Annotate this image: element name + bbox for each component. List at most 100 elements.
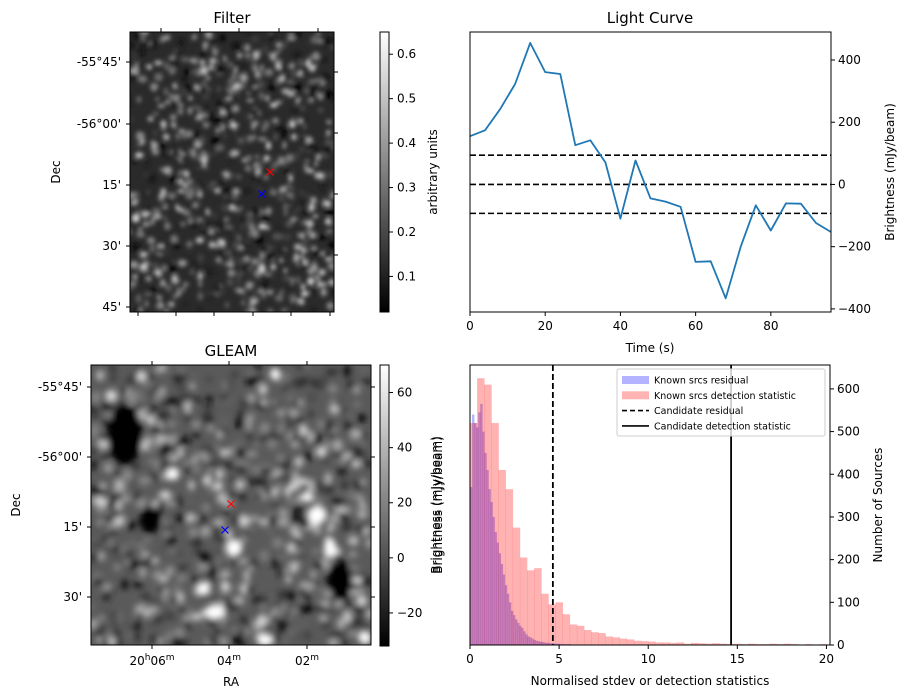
dark-region (140, 506, 160, 534)
texture-blob (275, 58, 282, 64)
ra-minutes: 02 (295, 654, 310, 668)
texture-blob (191, 573, 199, 585)
texture-blob (163, 70, 167, 75)
texture-blob (288, 90, 296, 97)
texture-blob (208, 113, 213, 120)
histogram-bar (510, 610, 514, 645)
texture-blob (160, 131, 168, 135)
texture-blob (335, 414, 340, 423)
texture-blob (223, 510, 229, 516)
filter-y-tick-label: 30' (102, 239, 121, 253)
texture-blob (184, 69, 190, 76)
texture-blob (286, 393, 296, 402)
texture-blob (178, 446, 183, 457)
texture-blob (229, 556, 235, 568)
texture-blob (138, 475, 150, 485)
texture-blob (319, 557, 324, 564)
texture-blob (171, 434, 178, 442)
texture-blob (298, 376, 310, 386)
texture-blob (300, 484, 310, 491)
texture-blob (195, 63, 204, 69)
texture-blob (248, 514, 261, 524)
texture-blob (137, 75, 147, 83)
texture-blob (298, 70, 303, 78)
texture-blob (279, 258, 283, 263)
histogram-bar (482, 431, 485, 645)
texture-blob (290, 276, 295, 285)
gleam-colorbar-tick-label: 20 (397, 496, 412, 510)
texture-blob (227, 61, 233, 68)
texture-blob (196, 568, 201, 574)
bright-source (359, 632, 371, 644)
texture-blob (173, 294, 177, 300)
texture-blob (282, 636, 288, 645)
texture-blob (132, 581, 143, 588)
gleam-colorbar-tick-label: −20 (397, 606, 422, 620)
texture-blob (165, 409, 172, 417)
texture-blob (326, 170, 334, 180)
texture-blob (272, 118, 279, 124)
texture-blob (147, 148, 154, 152)
texture-blob (175, 110, 179, 114)
texture-blob (300, 136, 307, 142)
texture-blob (99, 614, 105, 622)
texture-blob (163, 531, 170, 537)
texture-blob (163, 258, 173, 266)
texture-blob (121, 469, 133, 482)
texture-blob (232, 228, 236, 235)
texture-blob (304, 605, 316, 612)
texture-blob (253, 605, 263, 618)
texture-blob (207, 234, 214, 238)
texture-blob (356, 595, 368, 606)
histogram-bar (508, 602, 512, 645)
texture-blob (305, 585, 310, 592)
histogram-bar (494, 531, 497, 645)
texture-blob (246, 474, 253, 480)
texture-blob (347, 535, 360, 546)
texture-blob (216, 143, 225, 152)
texture-blob (93, 390, 100, 402)
texture-blob (124, 380, 130, 385)
texture-blob (135, 294, 142, 301)
texture-blob (234, 440, 245, 449)
texture-blob (91, 486, 96, 496)
texture-blob (234, 464, 246, 473)
texture-blob (181, 77, 187, 81)
texture-blob (166, 535, 176, 546)
texture-blob (130, 303, 134, 311)
texture-blob (300, 370, 307, 376)
texture-blob (205, 223, 211, 227)
texture-blob (208, 227, 214, 236)
texture-blob (276, 619, 289, 629)
texture-blob (104, 547, 109, 557)
histogram-bar (783, 643, 792, 645)
texture-blob (319, 79, 326, 84)
texture-blob (280, 308, 289, 312)
texture-blob (284, 569, 289, 574)
texture-blob (277, 566, 287, 578)
candidate-marker (266, 168, 274, 176)
texture-blob (169, 293, 173, 297)
histogram-bar (676, 642, 685, 645)
texture-blob (271, 77, 275, 82)
texture-blob (102, 592, 111, 602)
texture-blob (294, 397, 300, 410)
texture-blob (195, 183, 201, 192)
texture-blob (154, 368, 162, 373)
texture-blob (106, 522, 117, 530)
texture-blob (136, 131, 145, 141)
texture-blob (310, 196, 317, 204)
histogram-bar (533, 639, 536, 645)
texture-blob (114, 399, 124, 406)
texture-blob (280, 62, 284, 68)
texture-blob (322, 528, 330, 541)
texture-blob (232, 182, 239, 190)
texture-blob (327, 262, 334, 270)
texture-blob (195, 84, 200, 92)
texture-blob (182, 411, 191, 421)
texture-blob (292, 152, 300, 159)
texture-blob (299, 189, 304, 195)
y-tick-label: 400 (838, 53, 861, 67)
texture-blob (121, 579, 128, 590)
texture-blob (210, 152, 217, 156)
